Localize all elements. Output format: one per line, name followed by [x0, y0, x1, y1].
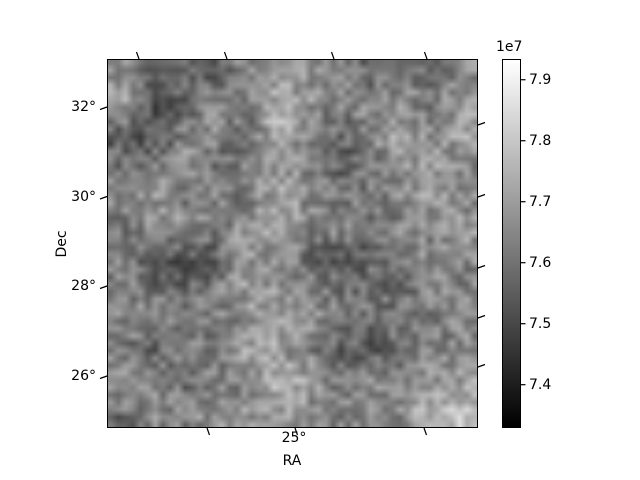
- x-axis-label: RA: [282, 453, 302, 469]
- colorbar: [502, 59, 521, 428]
- x-tick-label: 25°: [281, 430, 307, 446]
- colorbar-tick-marks: [521, 79, 526, 386]
- colorbar-offset-label: 1e7: [496, 39, 523, 55]
- colorbar-tick-label: 7.4: [529, 376, 552, 393]
- y-axis-label: Dec: [54, 230, 70, 258]
- colorbar-tick-label: 7.8: [529, 132, 552, 149]
- colorbar-tick-label: 7.7: [529, 193, 552, 210]
- colorbar-tick-label: 7.9: [529, 71, 552, 88]
- y-tick-label: 28°: [71, 278, 96, 294]
- heatmap-image: [107, 59, 478, 428]
- colorbar-tick-label: 7.6: [529, 254, 552, 271]
- y-tick-label: 32°: [71, 99, 96, 115]
- y-tick-label: 26°: [71, 368, 96, 384]
- colorbar-tick-label: 7.5: [529, 315, 552, 332]
- y-tick-label: 30°: [71, 188, 96, 205]
